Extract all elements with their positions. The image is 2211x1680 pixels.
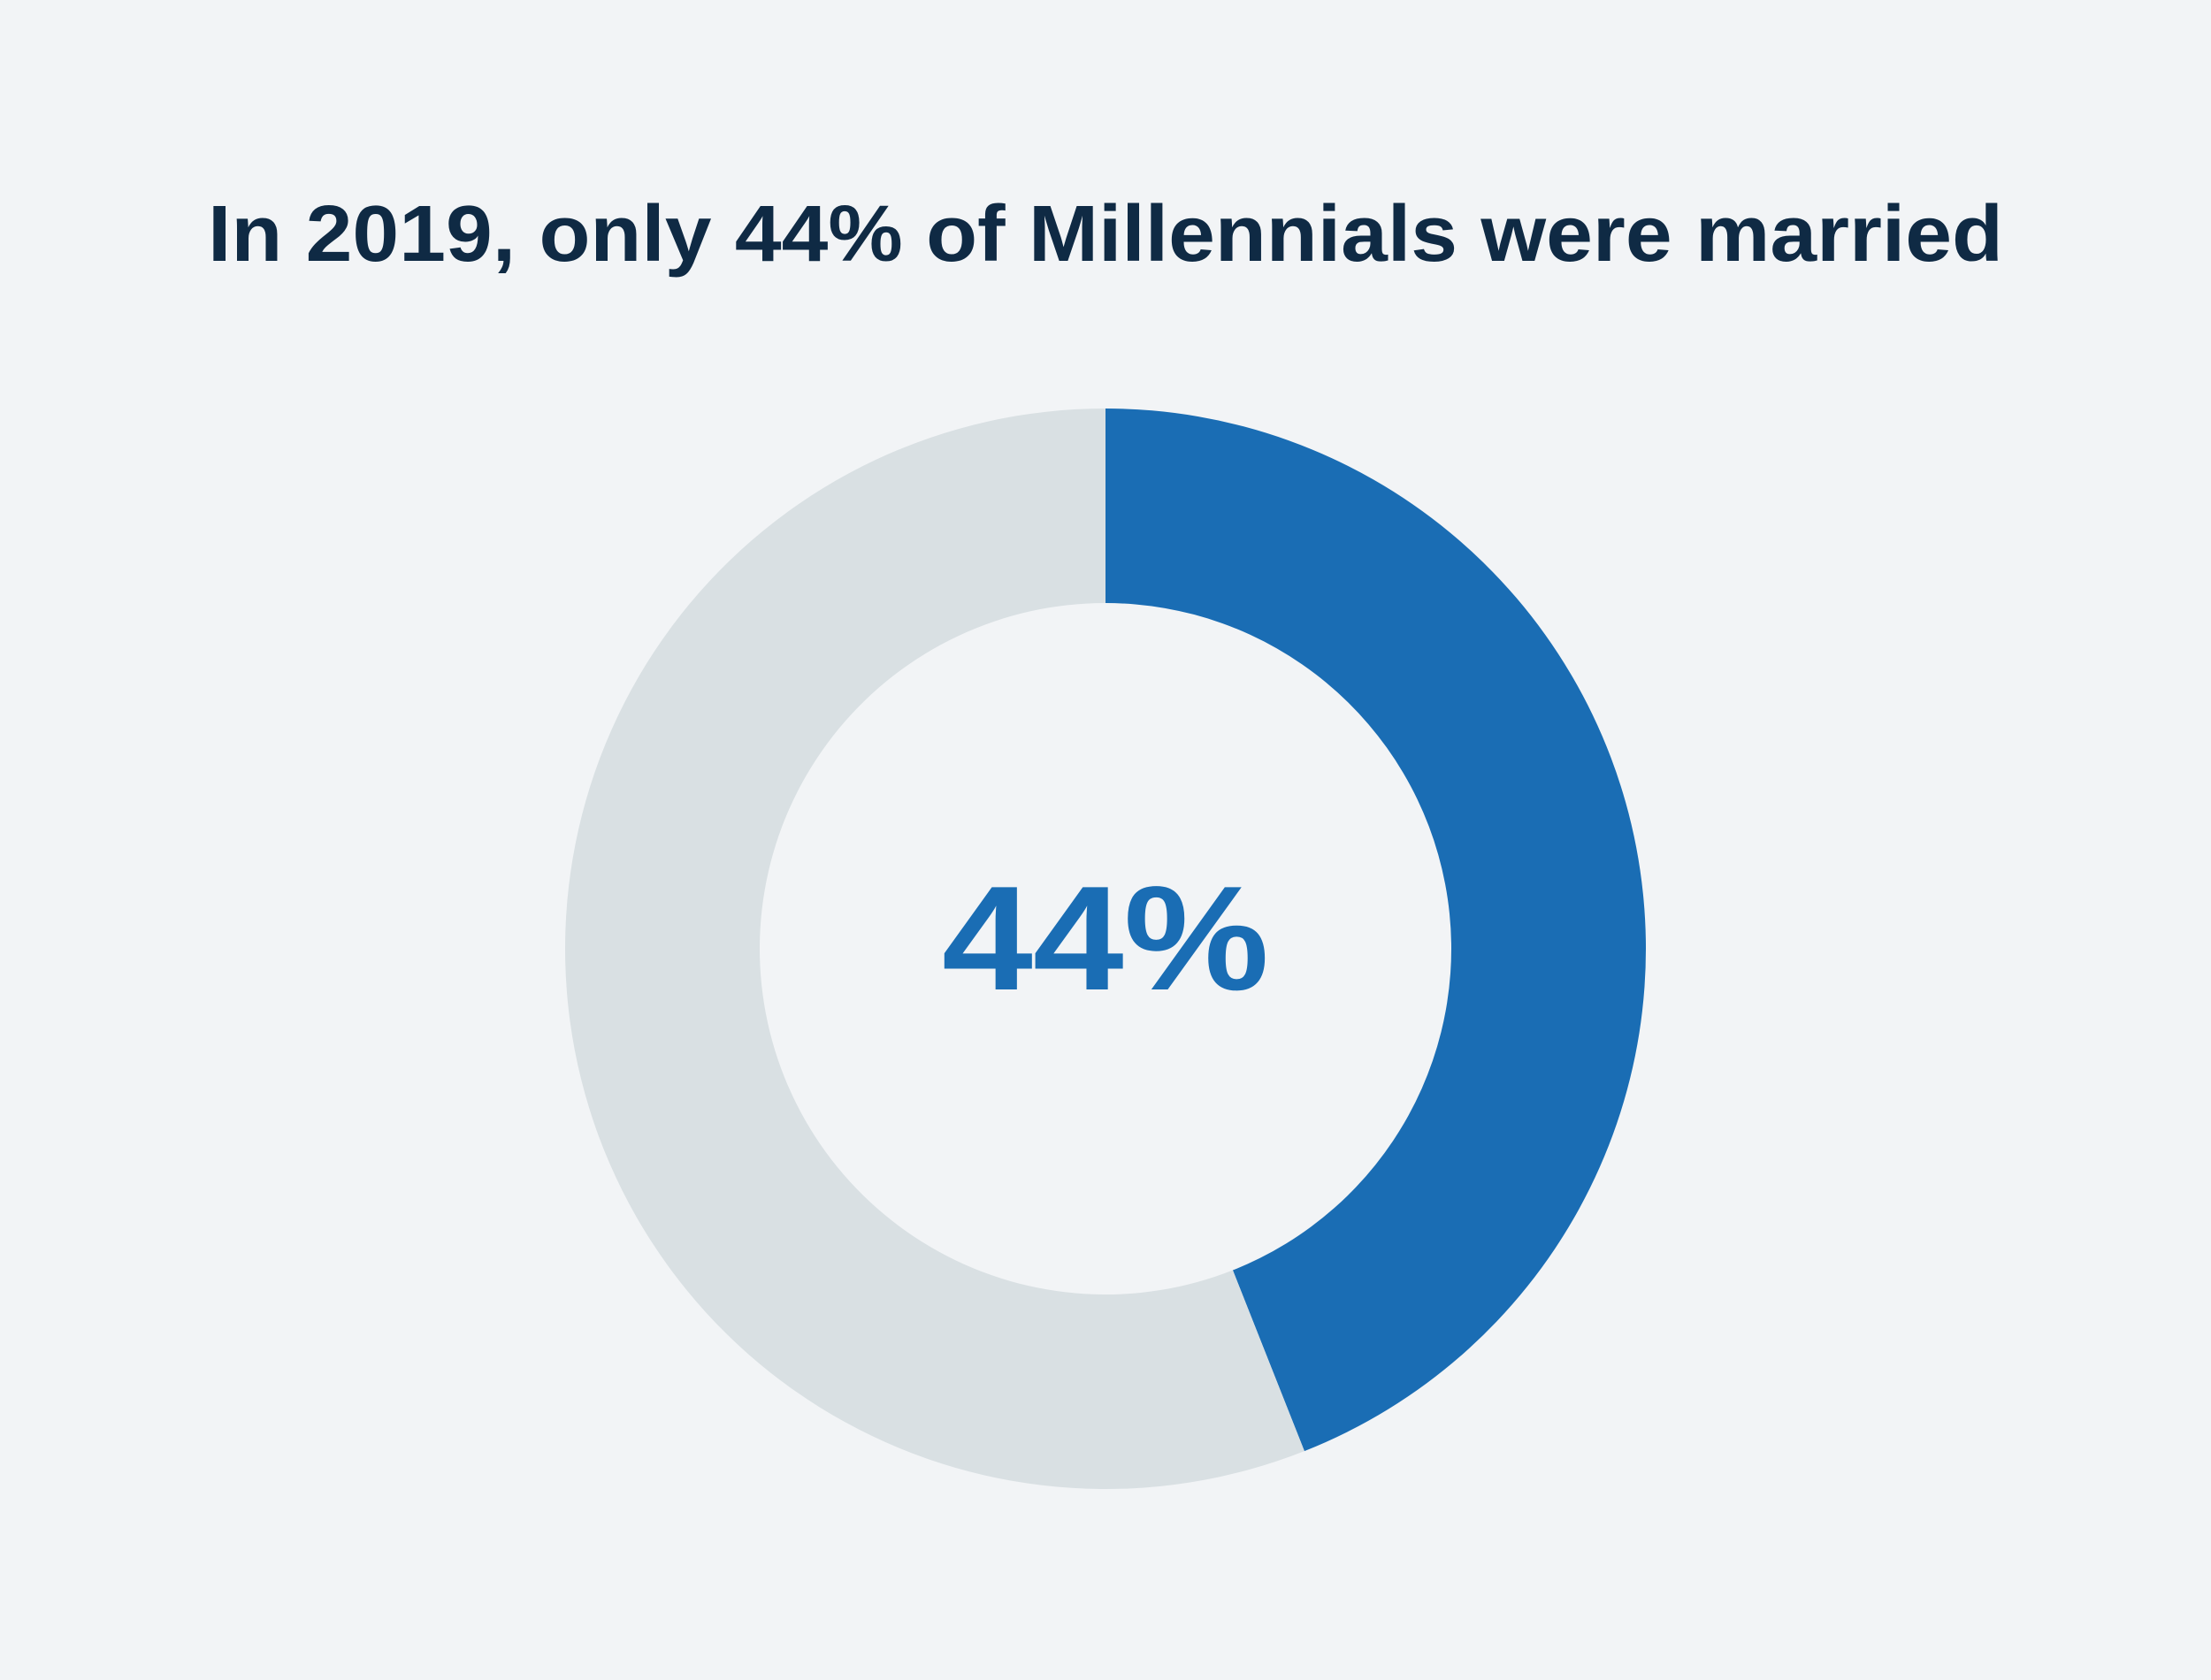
center-label: 44%	[942, 855, 1269, 1021]
chart-title: In 2019, only 44% of Millennials were ma…	[208, 190, 2003, 279]
slice-married	[1106, 409, 1647, 1452]
slice-remainder	[565, 408, 1304, 1489]
